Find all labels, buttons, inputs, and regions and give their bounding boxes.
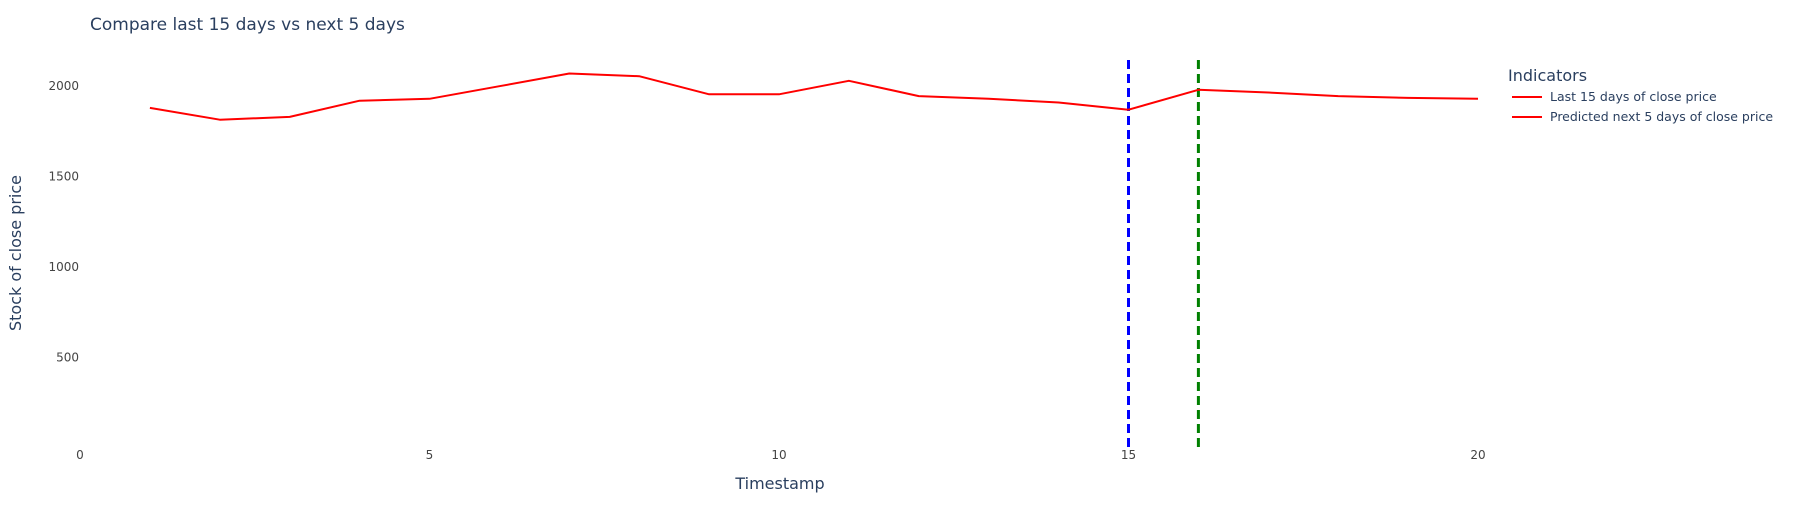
- x-tick-label: 20: [1470, 448, 1485, 462]
- x-tick-label: 0: [76, 448, 84, 462]
- series-line-1: [1128, 88, 1479, 111]
- y-tick-label: 500: [56, 351, 79, 365]
- vertical-reference-lines: [1127, 60, 1200, 448]
- y-tick-label: 1500: [48, 170, 79, 184]
- legend-title: Indicators: [1508, 66, 1587, 85]
- y-tick-label: 2000: [48, 79, 79, 93]
- legend-entry-last-15-days: Last 15 days of close price: [1550, 89, 1717, 104]
- chart-title: Compare last 15 days vs next 5 days: [90, 15, 405, 35]
- series-line-0: [149, 72, 1129, 121]
- y-axis-ticks: 500 1000 1500 2000: [48, 79, 79, 364]
- y-tick-label: 1000: [48, 260, 79, 274]
- y-axis-title: Stock of close price: [6, 175, 25, 331]
- legend-entry-predicted-next-5-days: Predicted next 5 days of close price: [1550, 109, 1773, 124]
- legend: Indicators Last 15 days of close price P…: [1508, 66, 1773, 124]
- x-tick-label: 15: [1121, 448, 1136, 462]
- x-axis-title: Timestamp: [734, 474, 824, 493]
- x-axis-ticks: 0 5 10 15 20: [76, 448, 1485, 462]
- x-tick-label: 5: [426, 448, 434, 462]
- x-tick-label: 10: [771, 448, 786, 462]
- series-lines: [149, 72, 1479, 121]
